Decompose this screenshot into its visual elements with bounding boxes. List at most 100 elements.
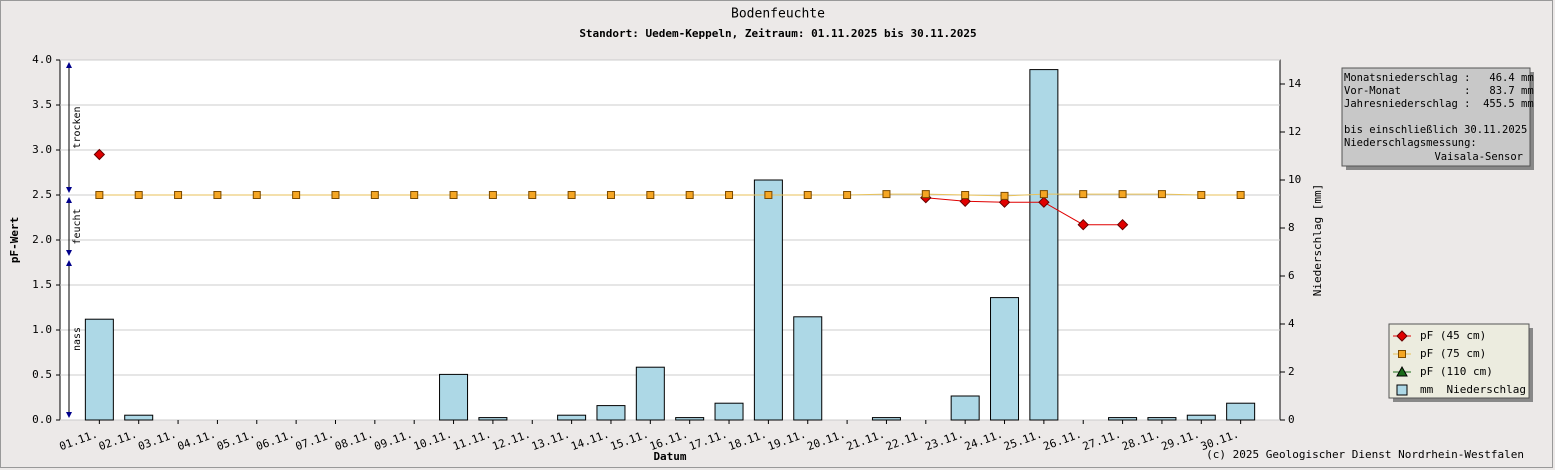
credit: (c) 2025 Geologischer Dienst Nordrhein-W… xyxy=(1206,448,1524,461)
point xyxy=(725,191,734,199)
zone-arrowhead xyxy=(66,187,72,193)
y2-tick-label: 8 xyxy=(1288,221,1295,234)
bar xyxy=(753,179,783,421)
point xyxy=(292,191,301,199)
y-tick-label: 0.0 xyxy=(32,413,52,426)
y2-tick-label: 2 xyxy=(1288,365,1295,378)
bar xyxy=(596,405,626,421)
point xyxy=(606,191,615,199)
zone-arrowhead xyxy=(66,250,72,256)
point xyxy=(95,191,104,199)
y2-tick-label: 6 xyxy=(1288,269,1295,282)
y2-axis-title: Niederschlag [mm] xyxy=(1311,184,1324,297)
bar xyxy=(478,417,508,421)
y-tick-label: 2.0 xyxy=(32,233,52,246)
bar xyxy=(950,395,980,421)
info-line: Vor-Monat : 83.7 mm xyxy=(1344,85,1534,97)
point xyxy=(93,148,106,161)
zone-arrowhead xyxy=(66,260,72,266)
point xyxy=(370,191,379,199)
point xyxy=(1116,218,1129,231)
chart-title: Bodenfeuchte xyxy=(731,7,825,22)
point xyxy=(882,190,891,199)
point xyxy=(567,191,576,199)
bar xyxy=(1147,417,1177,421)
point xyxy=(1197,191,1206,199)
bar xyxy=(124,414,154,421)
bar xyxy=(793,316,823,421)
y-tick-label: 4.0 xyxy=(32,53,52,66)
y-tick-label: 1.5 xyxy=(32,278,52,291)
legend-label: pF (45 cm) xyxy=(1420,329,1486,342)
bar xyxy=(871,417,901,421)
point xyxy=(646,191,655,199)
bar xyxy=(84,318,114,421)
legend-swatch xyxy=(1396,384,1408,396)
point xyxy=(1236,191,1245,199)
point xyxy=(803,191,812,199)
chart-subtitle: Standort: Uedem-Keppeln, Zeitraum: 01.11… xyxy=(579,27,976,40)
y-tick-label: 0.5 xyxy=(32,368,52,381)
point xyxy=(1077,218,1089,231)
info-line: bis einschließlich 30.11.2025 xyxy=(1344,124,1527,136)
point xyxy=(1157,190,1166,199)
point xyxy=(685,191,694,199)
bar xyxy=(439,373,469,421)
point xyxy=(252,191,261,199)
y-axis-title: pF-Wert xyxy=(8,217,21,263)
info-line: Monatsniederschlag : 46.4 mm xyxy=(1344,72,1534,84)
zone-arrowhead xyxy=(66,197,72,203)
legend-label: pF (110 cm) xyxy=(1420,365,1493,378)
y2-tick-label: 0 xyxy=(1288,413,1295,426)
point xyxy=(134,191,143,199)
legend-marker xyxy=(1396,365,1408,377)
bar xyxy=(557,414,587,421)
bar xyxy=(635,366,665,421)
y-tick-label: 2.5 xyxy=(32,188,52,201)
point xyxy=(213,191,222,199)
point xyxy=(1039,190,1048,199)
point xyxy=(331,191,340,199)
bar xyxy=(1186,414,1216,421)
point xyxy=(410,191,419,199)
point xyxy=(449,191,458,199)
bar xyxy=(675,417,705,421)
legend-box xyxy=(1388,323,1530,399)
point xyxy=(1038,196,1050,208)
info-line: Niederschlagsmessung: xyxy=(1344,137,1477,149)
y-tick-label: 3.5 xyxy=(32,98,52,111)
point xyxy=(1079,190,1088,199)
legend-label: mm Niederschlag xyxy=(1420,383,1526,396)
bar xyxy=(990,297,1020,421)
line xyxy=(925,197,1123,226)
point xyxy=(1118,190,1127,199)
legend-marker xyxy=(1398,350,1406,358)
bar xyxy=(714,402,744,421)
point xyxy=(174,191,183,199)
info-line: Vaisala-Sensor xyxy=(1434,151,1523,163)
y2-tick-label: 4 xyxy=(1288,317,1295,330)
bar xyxy=(1029,69,1059,421)
legend-label: pF (75 cm) xyxy=(1420,347,1486,360)
zone-label: trocken xyxy=(72,106,83,148)
point xyxy=(921,190,930,199)
y2-tick-label: 14 xyxy=(1288,77,1302,90)
point xyxy=(961,191,970,199)
bar xyxy=(1226,402,1256,421)
zone-arrowhead xyxy=(66,412,72,418)
y-tick-label: 3.0 xyxy=(32,143,52,156)
point xyxy=(843,191,852,199)
zone-label: feucht xyxy=(72,208,83,244)
zone-label: nass xyxy=(72,327,83,351)
y2-tick-label: 10 xyxy=(1288,173,1301,186)
zone-arrowhead xyxy=(66,62,72,68)
info-box xyxy=(1341,67,1531,167)
line xyxy=(99,193,1241,197)
point xyxy=(764,191,773,199)
point xyxy=(488,191,497,199)
point xyxy=(528,191,537,199)
legend-marker xyxy=(1396,330,1408,342)
bar xyxy=(1108,417,1138,421)
x-axis-title: Datum xyxy=(653,450,686,463)
